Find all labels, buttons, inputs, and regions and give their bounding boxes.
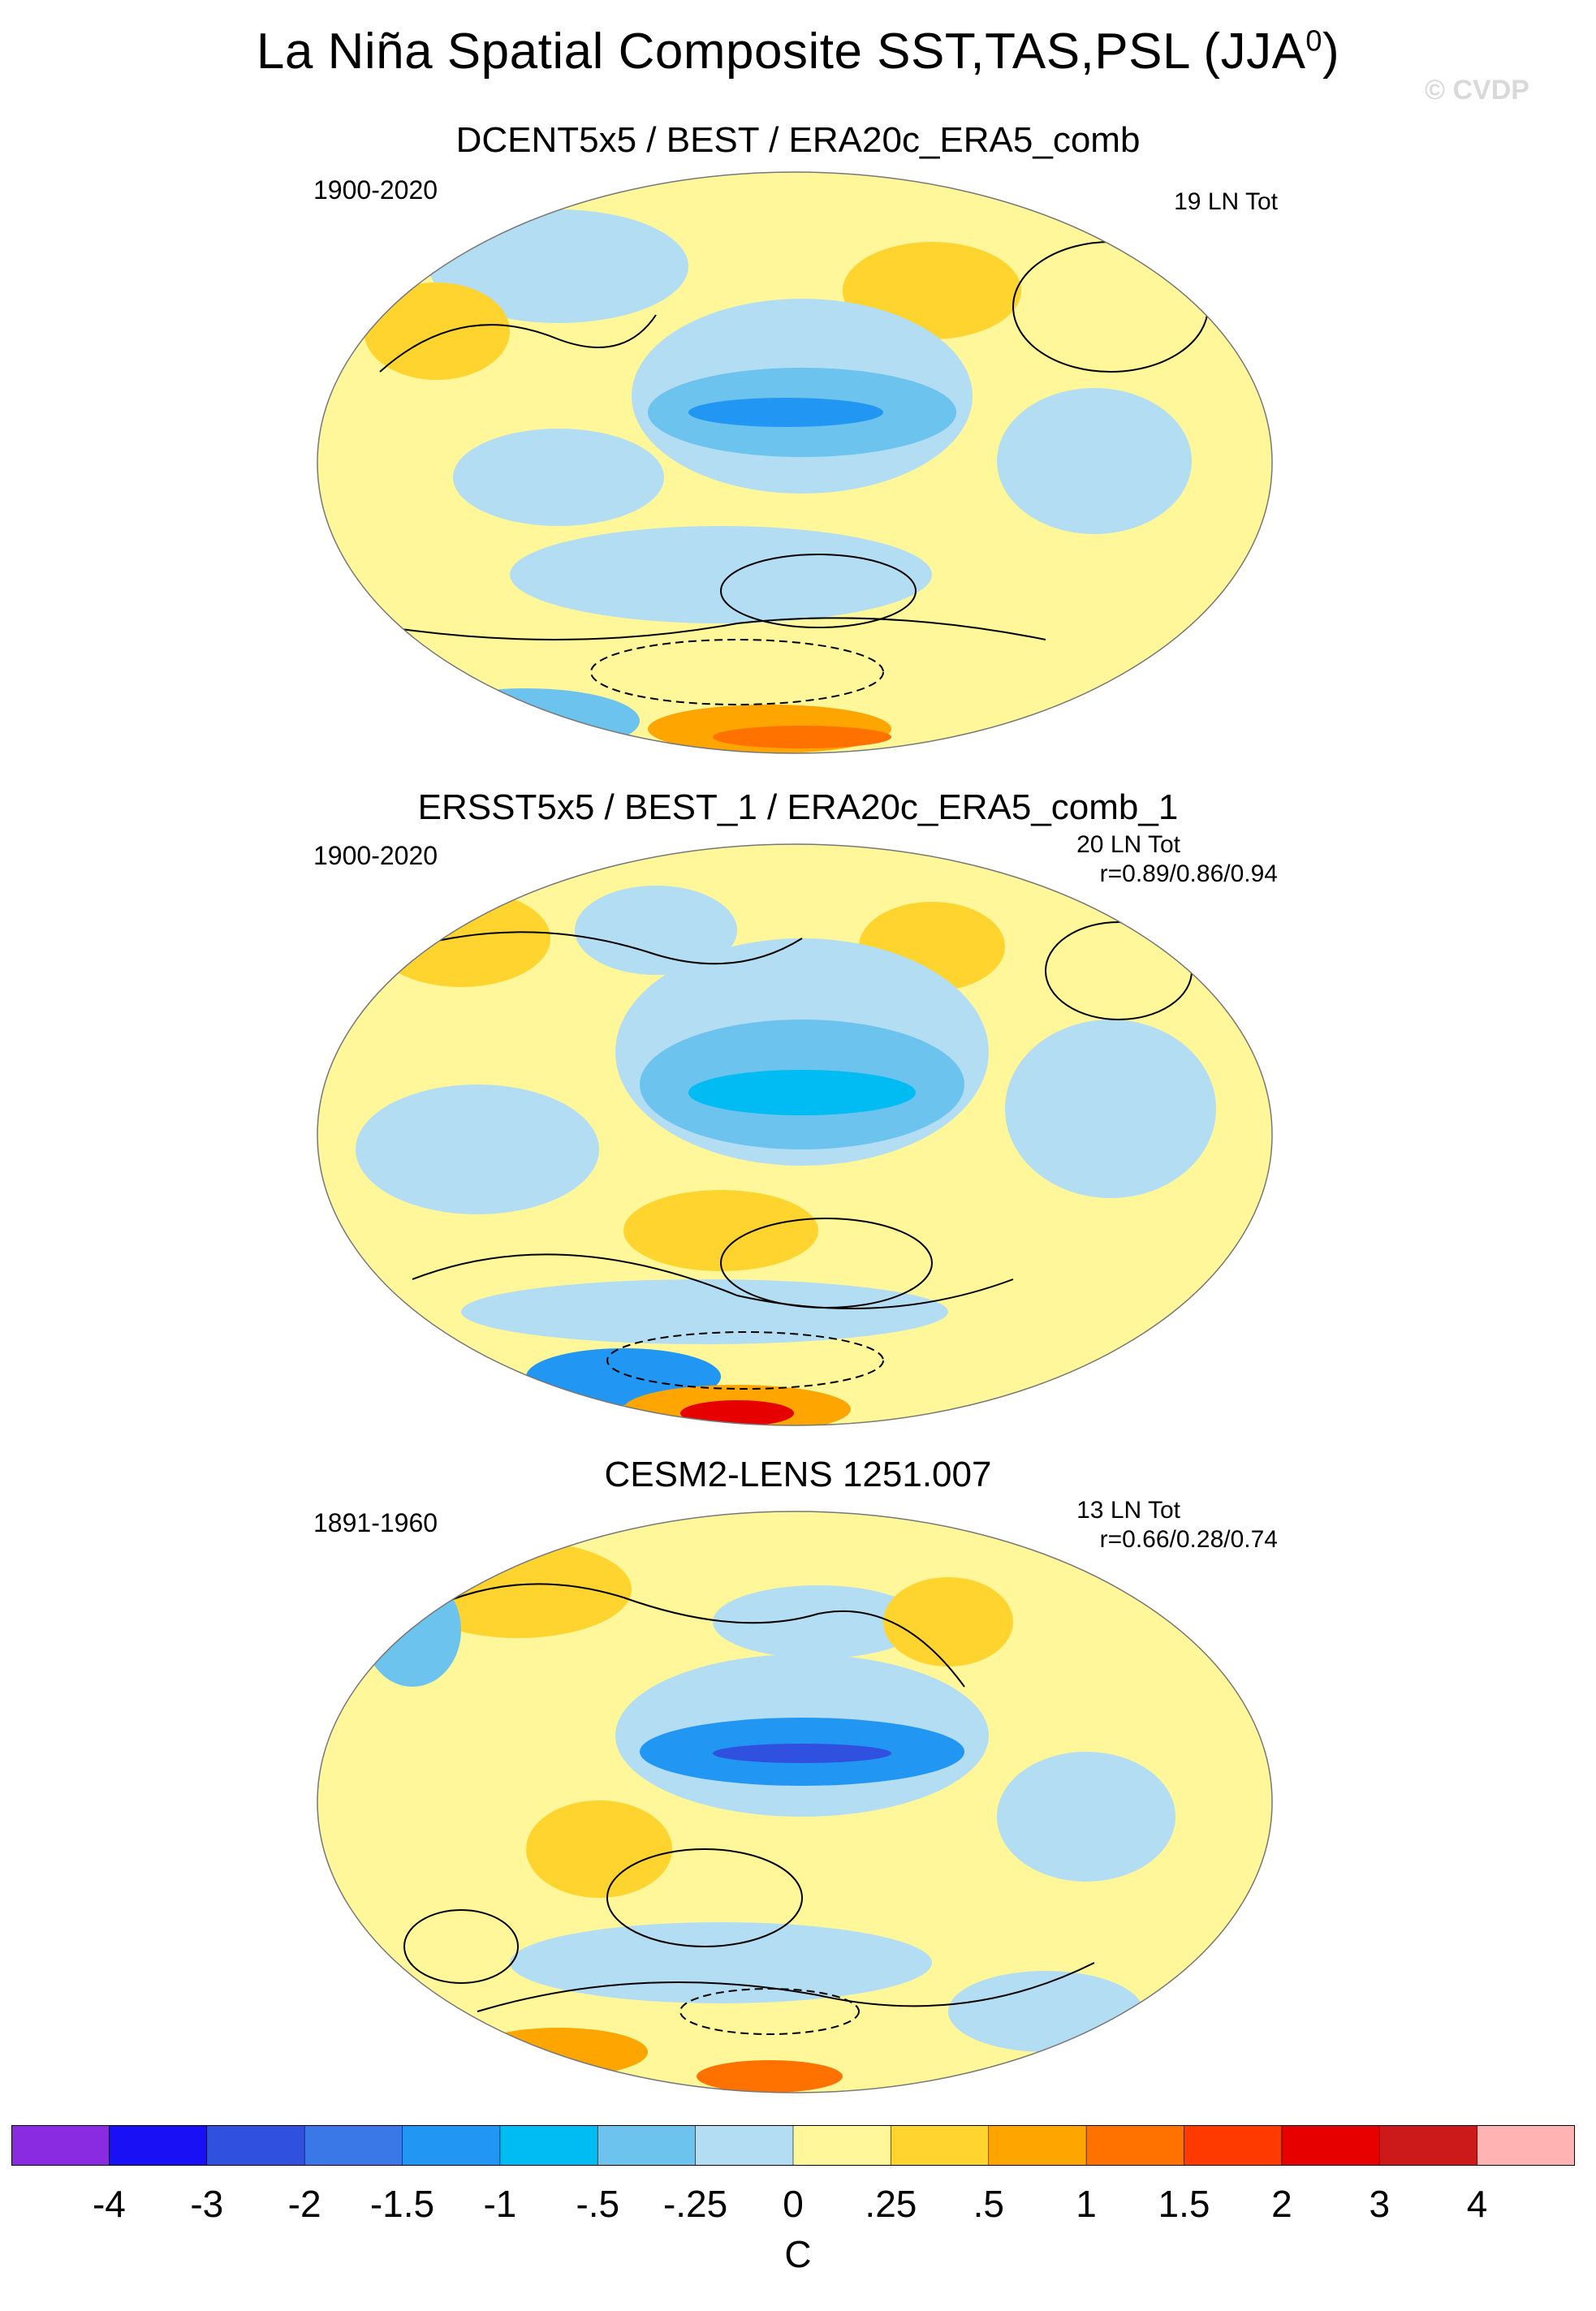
colorbar-tick-label: .5 bbox=[973, 2183, 1004, 2225]
colorbar-tick-label: 3 bbox=[1369, 2183, 1391, 2225]
colorbar-cell bbox=[988, 2125, 1087, 2166]
panel-1-count: 19 LN Tot bbox=[1174, 188, 1278, 215]
panel-3-count: 13 LN Tot bbox=[1076, 1497, 1180, 1524]
panel-2-period: 1900-2020 bbox=[313, 841, 438, 870]
colorbar-tick-label: -1 bbox=[483, 2183, 517, 2225]
colorbar-tick-label: -3 bbox=[190, 2183, 224, 2225]
colorbar-cell bbox=[109, 2125, 208, 2166]
colorbar-cell bbox=[304, 2125, 403, 2166]
colorbar-tick-label: -.5 bbox=[576, 2183, 620, 2225]
colorbar-cell bbox=[792, 2125, 892, 2166]
figure-title-text: La Niña Spatial Composite SST,TAS,PSL (J… bbox=[256, 24, 1306, 80]
panel-1-title: DCENT5x5 / BEST / ERA20c_ERA5_comb bbox=[455, 120, 1141, 160]
colorbar bbox=[11, 2125, 1575, 2166]
colorbar-cell bbox=[402, 2125, 501, 2166]
panel-3-title: CESM2-LENS 1251.007 bbox=[604, 1455, 992, 1494]
colorbar-units: C bbox=[784, 2233, 812, 2275]
colorbar-cell bbox=[11, 2125, 110, 2166]
colorbar-cell bbox=[1281, 2125, 1381, 2166]
colorbar-tick-label: 0 bbox=[783, 2183, 804, 2225]
colorbar-tick-label: -1.5 bbox=[369, 2183, 435, 2225]
colorbar-tick-label: -.25 bbox=[662, 2183, 728, 2225]
panel-3-map bbox=[317, 1511, 1273, 2093]
colorbar-cell bbox=[597, 2125, 697, 2166]
panel-2-count: 20 LN Tot bbox=[1076, 831, 1180, 858]
colorbar-tick-label: -4 bbox=[92, 2183, 126, 2225]
colorbar-cell bbox=[891, 2125, 990, 2166]
panel-3-correlation: r=0.66/0.28/0.74 bbox=[1099, 1526, 1278, 1553]
panel-2-title: ERSST5x5 / BEST_1 / ERA20c_ERA5_comb_1 bbox=[417, 787, 1179, 827]
colorbar-tick-label: 1 bbox=[1076, 2183, 1097, 2225]
colorbar-cell bbox=[695, 2125, 794, 2166]
panel-2-correlation: r=0.89/0.86/0.94 bbox=[1099, 860, 1278, 887]
colorbar-tick-label: 4 bbox=[1466, 2183, 1488, 2225]
colorbar-cell bbox=[1085, 2125, 1185, 2166]
panel-2-map bbox=[317, 843, 1273, 1426]
colorbar-tick-label: 2 bbox=[1271, 2183, 1292, 2225]
colorbar-cell bbox=[1378, 2125, 1478, 2166]
colorbar-tick-label: -2 bbox=[287, 2183, 321, 2225]
colorbar-cell bbox=[1184, 2125, 1283, 2166]
panel-1-period: 1900-2020 bbox=[313, 175, 438, 205]
colorbar-cell bbox=[1477, 2125, 1575, 2166]
panel-1-map bbox=[317, 171, 1273, 754]
colorbar-cell bbox=[206, 2125, 305, 2166]
colorbar-tick-label: 1.5 bbox=[1158, 2183, 1210, 2225]
figure-title-close: ) bbox=[1322, 24, 1340, 80]
panel-3-period: 1891-1960 bbox=[313, 1508, 438, 1537]
figure-title-superscript: 0 bbox=[1305, 24, 1322, 58]
colorbar-tick-label: .25 bbox=[865, 2183, 917, 2225]
colorbar-cell bbox=[499, 2125, 599, 2166]
figure-title: La Niña Spatial Composite SST,TAS,PSL (J… bbox=[0, 23, 1596, 80]
colorbar-cells bbox=[11, 2125, 1575, 2166]
cvdp-watermark: © CVDP bbox=[1425, 75, 1529, 106]
